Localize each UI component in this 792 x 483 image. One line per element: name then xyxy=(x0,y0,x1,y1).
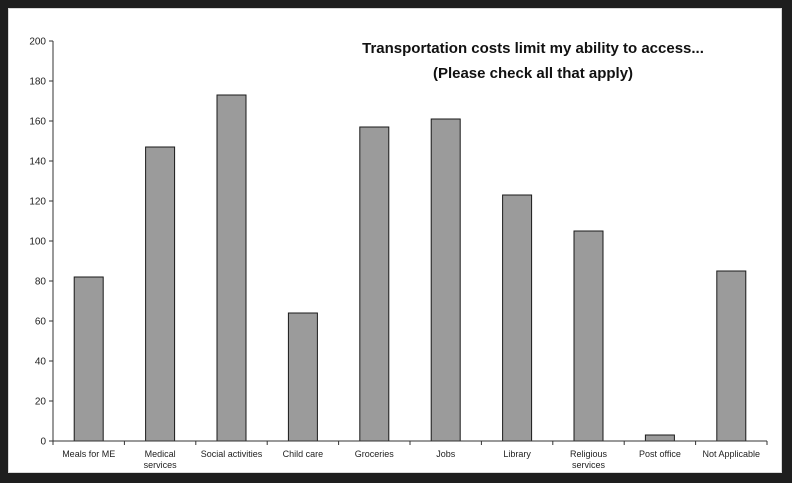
bar-library xyxy=(502,194,533,442)
x-category-label: Groceries xyxy=(355,449,395,459)
y-tick-label: 100 xyxy=(29,237,46,248)
y-tick-label: 80 xyxy=(35,277,47,288)
bar-medical-services xyxy=(145,146,176,442)
y-tick-label: 120 xyxy=(29,197,46,208)
x-category-label: Medical xyxy=(145,449,176,459)
bar-post-office xyxy=(644,434,675,442)
x-category-label: Meals for ME xyxy=(62,449,115,459)
x-category-label: Not Applicable xyxy=(703,449,761,459)
chart-frame: Transportation costs limit my ability to… xyxy=(8,8,782,473)
y-tick-label: 0 xyxy=(40,437,46,448)
y-tick-label: 200 xyxy=(29,37,46,48)
bars-group xyxy=(73,94,747,442)
bar-jobs xyxy=(430,118,461,442)
x-category-label: Child care xyxy=(283,449,324,459)
x-category-label: Library xyxy=(503,449,531,459)
y-axis: 0 20 40 60 80 100 120 140 160 180 200 xyxy=(29,37,54,448)
x-category-label: Jobs xyxy=(436,449,456,459)
bar-religious-services xyxy=(573,230,604,442)
x-category-label: Social activities xyxy=(201,449,263,459)
y-tick-label: 180 xyxy=(29,77,46,88)
bar-chart: Transportation costs limit my ability to… xyxy=(29,37,768,470)
bar-meals-for-me xyxy=(73,276,104,442)
x-category-label: Post office xyxy=(639,449,681,459)
y-tick-label: 40 xyxy=(35,357,47,368)
chart-title: Transportation costs limit my ability to… xyxy=(362,40,704,57)
bar-social-activities xyxy=(216,94,247,442)
chart-subtitle: (Please check all that apply) xyxy=(433,65,633,82)
x-category-label: Religious xyxy=(570,449,608,459)
y-tick-label: 160 xyxy=(29,117,46,128)
y-tick-label: 20 xyxy=(35,397,47,408)
x-category-label: services xyxy=(572,460,606,470)
y-tick-label: 60 xyxy=(35,317,47,328)
y-tick-label: 140 xyxy=(29,157,46,168)
x-category-label: services xyxy=(144,460,178,470)
bar-groceries xyxy=(359,126,390,442)
bar-not-applicable xyxy=(716,270,747,442)
bar-child-care xyxy=(287,312,318,442)
